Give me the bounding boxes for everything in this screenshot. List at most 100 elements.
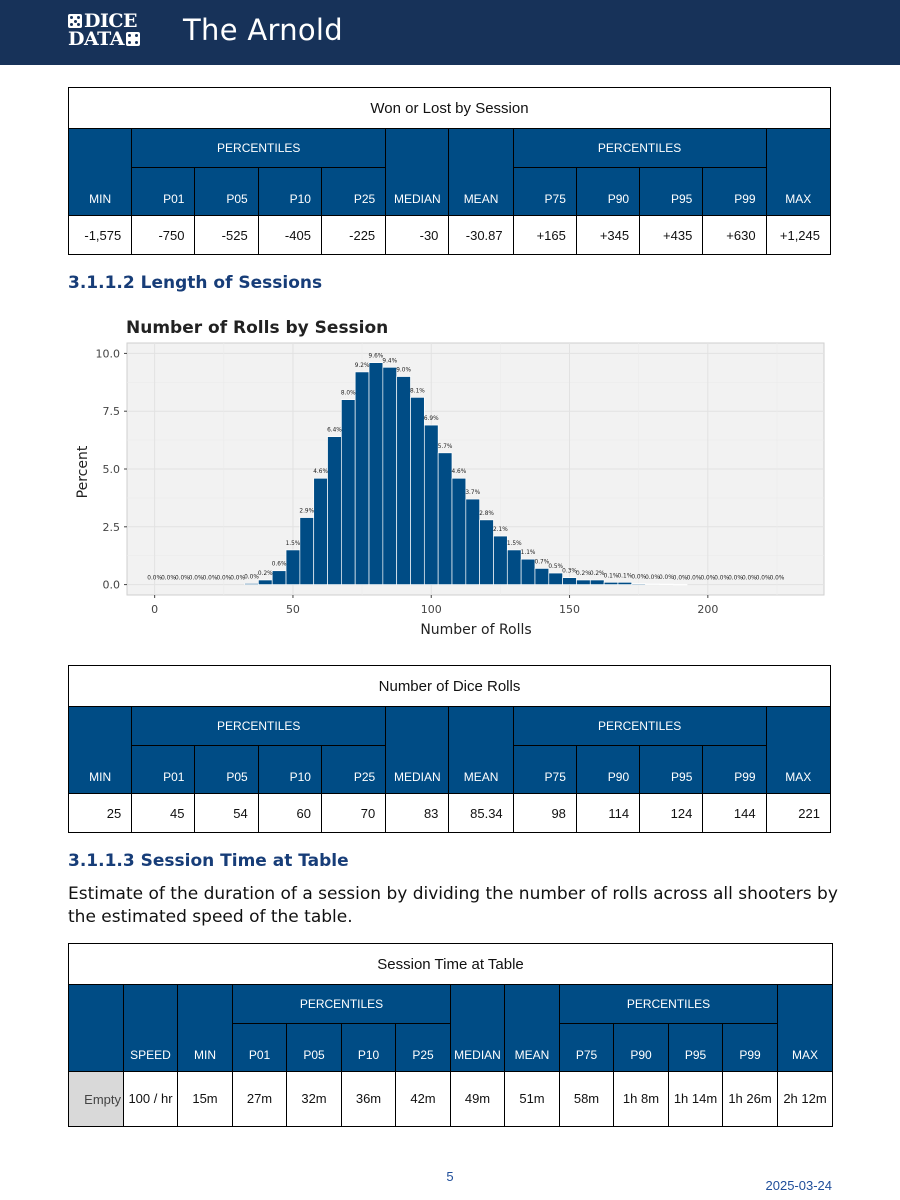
histogram-bar (313, 477, 328, 585)
percentiles-header: PERCENTILES (512, 128, 767, 168)
col-p25: P25 (395, 1023, 451, 1072)
x-tick-label: 150 (559, 603, 580, 616)
bar-value-label: 0.0% (244, 574, 259, 580)
x-tick-label: 0 (151, 603, 158, 616)
histogram-bar (576, 579, 591, 585)
bar-value-label: 4.6% (313, 469, 328, 475)
bar-value-label: 0.0% (161, 576, 176, 582)
logo-text-top: DICE (84, 10, 137, 32)
col-p75: P75 (559, 1023, 614, 1072)
bar-labels-group: 0.0% 0.0% 0.0% 0.0% 0.0% 0.0% 0.0% 0.0%0.2%0.6%… (147, 354, 785, 582)
cell-median: 49m (450, 1071, 505, 1127)
cell-speed: 100 / hr (123, 1071, 178, 1127)
histogram-bar (659, 583, 674, 586)
col-p01: P01 (131, 745, 196, 794)
histogram-bar (382, 366, 398, 585)
x-tick-label: 200 (697, 603, 718, 616)
cell-p90: 114 (575, 793, 641, 833)
histogram-bar (672, 584, 688, 586)
bar-value-label: 0.0% (645, 575, 660, 581)
histogram-bar (423, 424, 439, 585)
col-max: MAX (776, 984, 834, 1072)
histogram-bar (631, 583, 646, 585)
histogram-bar (244, 583, 259, 585)
cell-max: +1,245 (765, 215, 832, 255)
col-min: MIN (177, 984, 233, 1072)
cell-max: 221 (765, 793, 832, 833)
histogram-bar (520, 558, 536, 585)
cell-p95: 1h 14m (668, 1071, 723, 1127)
cell-p75: +165 (512, 215, 577, 255)
bar-value-label: 9.4% (382, 358, 397, 364)
bar-value-label: 0.0% (742, 576, 757, 582)
bar-value-label: 2.8% (479, 511, 494, 517)
histogram-bar (451, 477, 467, 585)
cell-p05: 54 (194, 793, 259, 833)
col-p95: P95 (639, 745, 704, 794)
bar-value-label: 0.5% (548, 564, 563, 570)
col-p10: P10 (257, 745, 322, 794)
bar-value-label: 0.0% (147, 576, 162, 582)
histogram-bar (285, 549, 301, 585)
percentiles-header: PERCENTILES (232, 984, 451, 1024)
bar-value-label: 0.0% (756, 576, 771, 582)
bar-value-label: 8.0% (341, 391, 356, 397)
percentiles-header: PERCENTILES (131, 128, 387, 168)
cell-p01: 45 (131, 793, 196, 833)
page-number: 5 (446, 1169, 454, 1184)
bar-value-label: 4.6% (452, 469, 467, 475)
die-icon (68, 14, 82, 28)
col-mean: MEAN (448, 128, 514, 216)
bar-value-label: 2.1% (493, 527, 508, 533)
section-description: Estimate of the duration of a session by… (68, 884, 838, 927)
histogram-bar (506, 549, 522, 585)
histogram-bar (410, 396, 425, 585)
col-min: MIN (67, 706, 133, 794)
cell-p05: -525 (194, 215, 259, 255)
col-mean: MEAN (504, 984, 560, 1072)
section-title-session-time: 3.1.1.3 Session Time at Table (68, 851, 349, 871)
y-tick-label: 7.5 (103, 405, 121, 418)
cell-mean: -30.87 (448, 215, 514, 255)
chart-title: Number of Rolls by Session (126, 318, 388, 338)
cell-p75: 58m (559, 1071, 614, 1127)
bar-value-label: 0.0% (631, 575, 646, 581)
histogram-bar (299, 517, 315, 585)
cell-p10: 60 (257, 793, 322, 833)
bar-value-label: 0.0% (189, 576, 204, 582)
histogram-bar (603, 581, 619, 585)
cell-p90: +345 (575, 215, 641, 255)
table-row: Empty 100 / hr 15m 27m 32m 36m 42m 49m 5… (68, 1071, 834, 1127)
bar-value-label: 0.0% (659, 575, 674, 581)
histogram-bar (493, 535, 508, 585)
bar-value-label: 9.2% (355, 363, 370, 369)
histogram-bar (396, 376, 411, 585)
col-p99: P99 (702, 745, 767, 794)
session-time-table: Session Time at Table SPEED MIN PERCENTI… (67, 943, 834, 1127)
y-tick-label: 10.0 (96, 347, 121, 360)
histogram-bar (534, 568, 550, 585)
cell-p10: -405 (257, 215, 322, 255)
bar-value-label: 1.1% (521, 550, 536, 556)
bar-value-label: 0.2% (590, 571, 605, 577)
histogram-bar (548, 572, 563, 585)
cell-median: -30 (385, 215, 450, 255)
cell-p99: +630 (702, 215, 767, 255)
cell-p01: -750 (131, 215, 196, 255)
col-p99: P99 (722, 1023, 778, 1072)
bar-value-label: 0.0% (700, 576, 715, 582)
bar-value-label: 0.0% (216, 576, 231, 582)
bar-value-label: 1.5% (507, 541, 522, 547)
histogram-bar (271, 570, 287, 585)
cell-p25: 70 (320, 793, 387, 833)
col-p75: P75 (512, 167, 577, 216)
col-p10: P10 (257, 167, 322, 216)
table-row: -1,575 -750 -525 -405 -225 -30 -30.87 +1… (67, 215, 832, 255)
col-speed: SPEED (123, 984, 178, 1072)
histogram-bar (368, 362, 384, 585)
bar-value-label: 9.0% (396, 368, 411, 374)
logo-text-bottom: DATA (68, 28, 125, 50)
table-caption: Session Time at Table (67, 943, 834, 985)
histogram-bar (645, 583, 660, 585)
bar-value-label: 2.9% (299, 509, 314, 515)
